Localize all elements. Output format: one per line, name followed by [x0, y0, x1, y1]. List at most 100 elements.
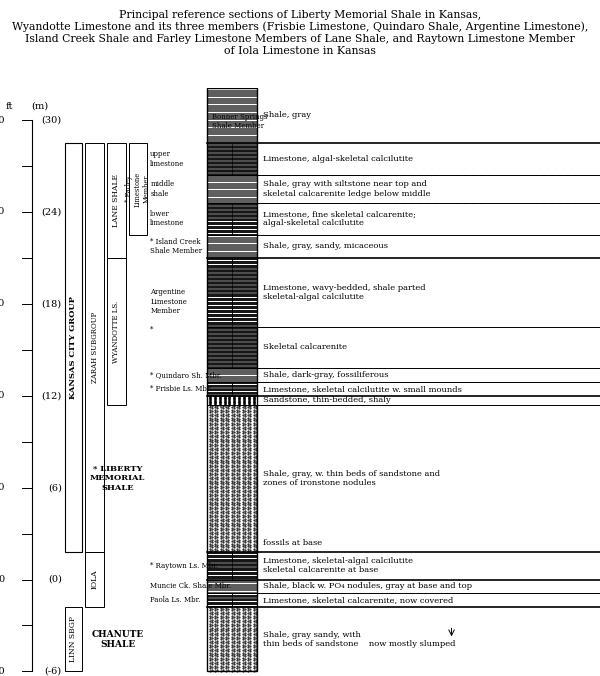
- Bar: [232, 171, 257, 172]
- Text: (6): (6): [48, 483, 62, 492]
- Bar: [232, 212, 257, 214]
- Bar: [232, 234, 257, 235]
- Text: IOLA: IOLA: [91, 570, 98, 589]
- Bar: [232, 231, 257, 233]
- Bar: [207, 146, 232, 147]
- Bar: [207, 88, 257, 143]
- Bar: [207, 312, 232, 314]
- Text: Limestone, skeletal-algal calcilutite
skeletal calcarenite at base: Limestone, skeletal-algal calcilutite sk…: [263, 557, 413, 575]
- Bar: [85, 143, 104, 552]
- Bar: [207, 343, 232, 344]
- Bar: [232, 366, 257, 367]
- Bar: [207, 258, 257, 327]
- Bar: [207, 143, 232, 145]
- Bar: [207, 337, 232, 339]
- Bar: [207, 281, 232, 282]
- Bar: [232, 558, 257, 560]
- Bar: [232, 222, 257, 223]
- Bar: [232, 265, 257, 266]
- Text: Shale, gray sandy, with
thin beds of sandstone    now mostly slumped: Shale, gray sandy, with thin beds of san…: [263, 631, 455, 648]
- Bar: [232, 286, 257, 287]
- Bar: [207, 228, 232, 230]
- Bar: [232, 281, 257, 282]
- Bar: [207, 282, 232, 283]
- Bar: [232, 571, 257, 572]
- Bar: [232, 560, 257, 561]
- Text: LANE SHALE: LANE SHALE: [112, 174, 120, 227]
- Bar: [232, 555, 257, 556]
- Bar: [232, 219, 257, 220]
- Bar: [207, 167, 232, 168]
- Text: Shale, gray with siltstone near top and
skeletal calcarenite ledge below middle: Shale, gray with siltstone near top and …: [263, 180, 430, 197]
- Bar: [232, 151, 257, 152]
- Bar: [207, 271, 232, 272]
- Bar: [107, 143, 125, 258]
- Bar: [232, 330, 257, 331]
- Bar: [207, 267, 232, 268]
- Bar: [232, 300, 257, 301]
- Bar: [232, 326, 257, 327]
- Bar: [232, 172, 257, 174]
- Bar: [207, 224, 232, 226]
- Bar: [207, 324, 232, 325]
- Bar: [232, 146, 257, 147]
- Bar: [207, 145, 232, 146]
- Bar: [207, 395, 257, 405]
- Bar: [65, 143, 82, 552]
- Text: Paola Ls. Mbr.: Paola Ls. Mbr.: [151, 596, 201, 604]
- Bar: [207, 405, 257, 552]
- Bar: [232, 362, 257, 363]
- Bar: [207, 172, 232, 174]
- Bar: [232, 598, 257, 599]
- Bar: [207, 327, 232, 328]
- Bar: [232, 224, 257, 226]
- Bar: [232, 311, 257, 312]
- Bar: [207, 306, 232, 307]
- Bar: [207, 278, 232, 279]
- Bar: [207, 594, 257, 607]
- Bar: [232, 347, 257, 348]
- Bar: [232, 345, 257, 347]
- Bar: [232, 390, 257, 391]
- Text: (-6): (-6): [45, 667, 62, 676]
- Bar: [207, 170, 232, 171]
- Bar: [207, 318, 232, 319]
- Text: (12): (12): [41, 391, 62, 400]
- Bar: [232, 282, 257, 283]
- Bar: [232, 352, 257, 354]
- Bar: [232, 268, 257, 270]
- Text: Shale, gray, w. thin beds of sandstone and
zones of ironstone nodules: Shale, gray, w. thin beds of sandstone a…: [263, 470, 440, 487]
- Bar: [207, 266, 232, 267]
- Bar: [207, 359, 232, 360]
- Bar: [232, 166, 257, 167]
- Bar: [232, 267, 257, 268]
- Bar: [232, 306, 257, 307]
- Text: Shale, dark-gray, fossiliferous: Shale, dark-gray, fossiliferous: [263, 371, 388, 379]
- Bar: [207, 602, 232, 603]
- Bar: [232, 334, 257, 335]
- Bar: [207, 392, 232, 393]
- Bar: [207, 161, 232, 162]
- Bar: [207, 210, 232, 211]
- Text: 20: 20: [0, 483, 5, 492]
- Bar: [207, 211, 232, 212]
- Bar: [207, 349, 232, 351]
- Bar: [207, 366, 232, 367]
- Bar: [232, 389, 257, 390]
- Bar: [232, 323, 257, 324]
- Bar: [232, 206, 257, 207]
- Text: Shale, black w. PO₄ nodules, gray at base and top: Shale, black w. PO₄ nodules, gray at bas…: [263, 583, 472, 590]
- Bar: [207, 291, 232, 292]
- Text: Bonner Springs
Shale Member: Bonner Springs Shale Member: [212, 113, 268, 130]
- Bar: [232, 603, 257, 604]
- Bar: [232, 207, 257, 208]
- Bar: [232, 287, 257, 289]
- Bar: [207, 579, 257, 594]
- Bar: [207, 596, 232, 598]
- Bar: [207, 171, 232, 172]
- Text: Limestone, fine skeletal calcarenite;
algal-skeletal calcilutite: Limestone, fine skeletal calcarenite; al…: [263, 210, 416, 227]
- Bar: [207, 362, 232, 363]
- Text: (0): (0): [48, 575, 62, 584]
- Text: 80: 80: [0, 208, 5, 216]
- Bar: [207, 212, 232, 214]
